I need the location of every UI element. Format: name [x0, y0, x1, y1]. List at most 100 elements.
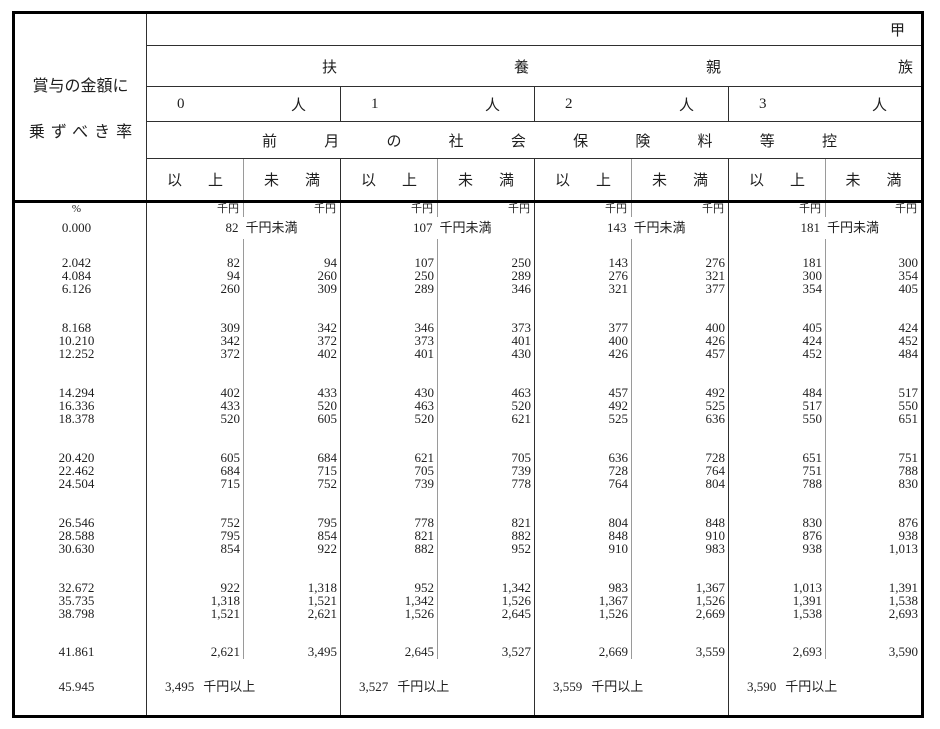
amount-cell: 2,693 — [888, 606, 918, 620]
amount-cell: 882 — [340, 541, 438, 555]
spacer-cell — [437, 619, 535, 644]
bound-char: 満 — [886, 173, 902, 189]
amount-cell: 2,669 — [534, 643, 632, 659]
spacer-cell — [13, 554, 147, 581]
amount-cell: 728 — [534, 463, 632, 477]
amount-cell: 1,521 — [243, 593, 341, 607]
merged-range-text: 107 千円未満 — [341, 221, 534, 234]
spacer-cell — [146, 658, 341, 675]
table-row: 14.294 402 433 430 463 457 492 484 517 — [13, 385, 923, 399]
amount-cell: 830 — [728, 515, 826, 529]
amount-cell: 372 — [146, 346, 244, 360]
amount-cell: 876 — [728, 528, 826, 542]
amount-cell: 300 — [898, 255, 919, 269]
spacer-cell — [534, 697, 729, 717]
spacer-cell — [631, 554, 729, 581]
thousand-yen-unit-label: 千円 — [243, 201, 341, 217]
amount-cell: 401 — [340, 346, 438, 360]
dependents-char: 扶 — [322, 59, 338, 76]
amount-cell: 181 — [728, 255, 826, 269]
thousand-yen-unit-label: 千円 — [895, 203, 917, 216]
amount-cell: 636 — [631, 411, 729, 425]
amount-cell: 402 — [146, 385, 244, 399]
range-suffix: 千円以上 — [591, 678, 644, 694]
bound-header-text: 未満 — [632, 169, 728, 190]
amount-cell: 854 — [146, 541, 244, 555]
amount-cell: 1,367 — [631, 580, 729, 594]
amount-cell: 788 — [728, 476, 826, 490]
amount-cell: 728 — [631, 450, 729, 464]
amount-cell: 1,538 — [728, 606, 826, 620]
amount-cell: 876 — [898, 515, 919, 529]
amount-cell: 651 — [728, 450, 826, 464]
spacer-cell — [146, 489, 244, 516]
spacer-cell — [243, 238, 341, 256]
rate-value: 38.798 — [13, 606, 147, 620]
spacer-cell — [340, 619, 438, 644]
spacer-cell — [243, 554, 341, 581]
merged-range-cell: 143 千円未満 — [534, 216, 729, 239]
amount-cell: 354 — [728, 281, 826, 295]
range-number: 107 — [413, 220, 433, 235]
amount-cell: 3,559 — [631, 643, 729, 659]
rate-value: 8.168 — [13, 320, 147, 334]
bound-header-lower: 以上 — [340, 158, 438, 203]
amount-cell: 1,526 — [437, 593, 535, 607]
merged-range-cell: 3,527 千円以上 — [340, 674, 535, 698]
spacer-cell — [340, 658, 535, 675]
spacer-cell — [146, 619, 244, 644]
spacer-cell — [243, 619, 341, 644]
amount-cell: 426 — [534, 346, 632, 360]
amount-cell: 621 — [340, 450, 438, 464]
amount-cell: 342 — [146, 333, 244, 347]
range-suffix: 千円未満 — [827, 220, 880, 235]
spacer-cell — [728, 359, 826, 386]
amount-cell: 2,621 — [146, 643, 244, 659]
amount-cell: 377 — [534, 320, 632, 334]
bound-header-text: 未満 — [244, 169, 340, 190]
dependent-count-0: 0 人 — [146, 86, 341, 122]
bonus-tax-rate-table: 賞与の金額に 乗ずべき率 甲 扶 養 親 族 0 人 — [12, 11, 924, 718]
insurance-char: 社 — [448, 133, 464, 150]
bound-char: 未 — [457, 173, 473, 189]
amount-cell: 1,013 — [728, 580, 826, 594]
range-number: 143 — [607, 220, 627, 235]
spacer-cell — [13, 294, 147, 321]
rate-value: 35.735 — [13, 593, 147, 607]
spacer-cell — [826, 425, 923, 451]
amount-cell: 2,669 — [631, 606, 729, 620]
table-row: % 千円 千円 千円 千円 千円 千円 千円 千円 — [13, 201, 923, 217]
table-row: 28.588 795 854 821 882 848 910 876 938 — [13, 528, 923, 542]
range-suffix: 千円未満 — [633, 220, 686, 235]
bound-char: 満 — [693, 173, 709, 189]
amount-cell: 983 — [631, 541, 729, 555]
rate-value: 30.630 — [13, 541, 147, 555]
spacer-cell — [534, 658, 729, 675]
table-row — [13, 424, 923, 451]
amount-cell: 426 — [631, 333, 729, 347]
spacer-cell — [340, 359, 438, 386]
spacer-cell — [631, 359, 729, 386]
amount-cell: 1,342 — [340, 593, 438, 607]
amount-cell: 651 — [898, 411, 919, 425]
table-row: 32.672 922 1,318 952 1,342 983 1,367 1,013 1,391 — [13, 580, 923, 594]
amount-cell: 82 — [146, 255, 244, 269]
rate-value: 6.126 — [13, 281, 147, 295]
amount-cell: 795 — [146, 528, 244, 542]
amount-cell: 910 — [534, 541, 632, 555]
bound-header-text: 未満 — [826, 169, 921, 190]
amount-cell: 377 — [631, 281, 729, 295]
rate-header-line1: 賞与の金額に — [32, 78, 129, 95]
bound-header-text: 以上 — [535, 169, 631, 190]
range-number: 3,495 — [165, 678, 195, 694]
amount-cell: 983 — [534, 580, 632, 594]
merged-range-cell: 107 千円未満 — [340, 216, 535, 239]
spacer-cell — [146, 294, 244, 321]
table-row: 0.000 82 千円未満 107 千円未満 143 千円未満 181 千円未満 — [13, 216, 923, 239]
amount-cell: 520 — [243, 398, 341, 412]
amount-cell: 430 — [437, 346, 535, 360]
rate-value: 41.861 — [13, 643, 147, 659]
bound-header-lower: 以上 — [728, 158, 826, 203]
amount-cell: 517 — [728, 398, 826, 412]
